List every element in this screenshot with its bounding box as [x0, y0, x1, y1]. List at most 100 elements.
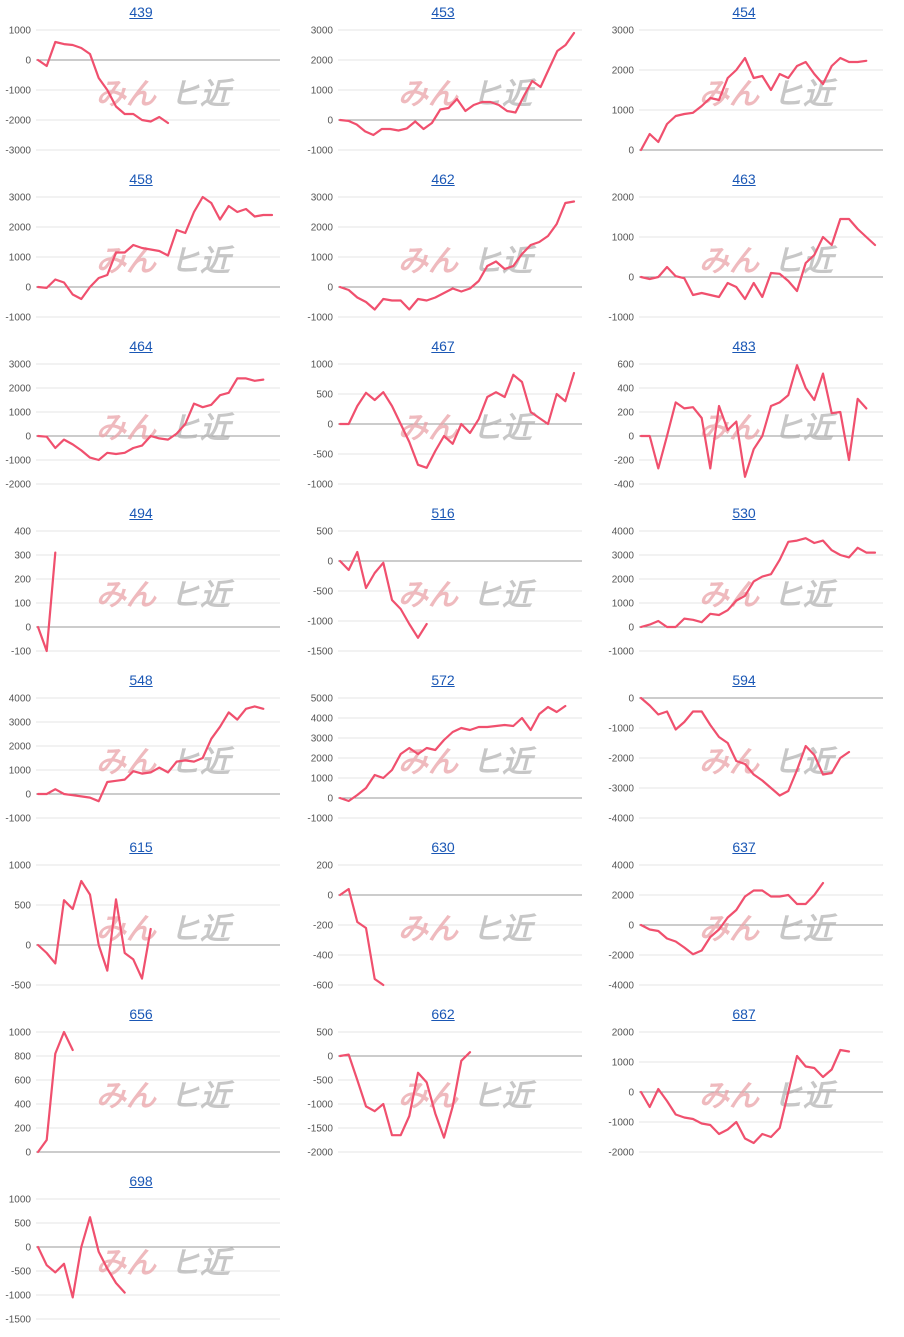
- svg-text:みん: みん: [699, 912, 760, 947]
- chart-title-link[interactable]: 467: [431, 338, 455, 354]
- watermark-logo: みん ヒ近: [699, 912, 838, 947]
- y-tick-label: 0: [327, 794, 333, 805]
- chart-title-link[interactable]: 462: [431, 171, 455, 187]
- chart-title-link[interactable]: 698: [129, 1173, 153, 1189]
- y-tick-label: 1000: [9, 861, 32, 872]
- line-chart: 600 400 200 0 -200 -400 みん ヒ近: [614, 360, 883, 491]
- svg-text:みん: みん: [96, 578, 157, 613]
- series-line: [36, 1030, 74, 1154]
- svg-text:みん: みん: [96, 1079, 157, 1114]
- y-tick-label: -500: [313, 1076, 333, 1087]
- chart-title-link[interactable]: 548: [129, 672, 153, 688]
- series-line: [36, 377, 265, 462]
- chart-panel-454: 454 3000 2000 1000 0 みん ヒ近: [603, 4, 885, 164]
- line-chart: 200 0 -200 -400 -600 みん ヒ近: [313, 861, 582, 992]
- chart-panel-630: 630 200 0 -200 -400 -600 みん ヒ近: [302, 839, 584, 999]
- svg-text:ヒ近: ヒ近: [773, 411, 838, 446]
- y-tick-label: 2000: [311, 223, 334, 234]
- line-chart: 500 0 -500 -1000 -1500 みん ヒ近: [307, 527, 582, 658]
- chart-title-link[interactable]: 483: [732, 338, 756, 354]
- chart-title-link[interactable]: 687: [732, 1006, 756, 1022]
- watermark-logo: みん ヒ近: [96, 578, 235, 613]
- watermark-logo: みん ヒ近: [699, 411, 838, 446]
- chart-panel-494: 494 400 300 200 100 0 -100 みん ヒ近: [0, 505, 282, 665]
- watermark-logo: みん ヒ近: [96, 244, 235, 279]
- series-line: [338, 887, 385, 987]
- y-tick-label: -1000: [307, 146, 333, 157]
- chart-title-link[interactable]: 572: [431, 672, 455, 688]
- y-tick-label: 400: [617, 384, 634, 395]
- svg-text:みん: みん: [96, 912, 157, 947]
- chart-title-link[interactable]: 439: [129, 4, 153, 20]
- svg-text:ヒ近: ヒ近: [773, 745, 838, 780]
- chart-title-link[interactable]: 494: [129, 505, 153, 521]
- svg-text:ヒ近: ヒ近: [773, 1079, 838, 1114]
- y-tick-label: 1000: [612, 106, 635, 117]
- y-tick-label: 1000: [311, 253, 334, 264]
- chart-title-link[interactable]: 530: [732, 505, 756, 521]
- y-tick-label: 2000: [9, 223, 32, 234]
- chart-title-link[interactable]: 453: [431, 4, 455, 20]
- y-tick-label: -1000: [608, 1118, 634, 1129]
- y-tick-label: 1000: [9, 253, 32, 264]
- chart-panel-637: 637 4000 2000 0 -2000 -4000 みん ヒ近: [603, 839, 885, 999]
- y-tick-label: 400: [14, 1100, 31, 1111]
- line-chart: 4000 3000 2000 1000 0 -1000 みん ヒ近: [5, 694, 280, 825]
- y-tick-label: 0: [628, 1088, 634, 1099]
- chart-title-link[interactable]: 662: [431, 1006, 455, 1022]
- chart-panel-464: 464 3000 2000 1000 0 -1000 -2000 みん ヒ近: [0, 338, 282, 498]
- y-tick-label: 400: [14, 527, 31, 538]
- watermark-logo: みん ヒ近: [96, 745, 235, 780]
- y-tick-label: 200: [14, 1124, 31, 1135]
- watermark-logo: みん ヒ近: [398, 1079, 537, 1114]
- y-tick-label: 3000: [311, 193, 334, 204]
- svg-text:ヒ近: ヒ近: [773, 77, 838, 112]
- y-tick-label: 500: [14, 1219, 31, 1230]
- chart-panel-530: 530 4000 3000 2000 1000 0 -1000 みん ヒ近: [603, 505, 885, 665]
- y-tick-label: 0: [25, 432, 31, 443]
- y-tick-label: 2000: [612, 891, 635, 902]
- line-chart: 0 -1000 -2000 -3000 -4000 みん ヒ近: [608, 694, 883, 825]
- y-tick-label: 500: [14, 901, 31, 912]
- y-tick-label: -1000: [608, 313, 634, 324]
- y-tick-label: 2000: [612, 1028, 635, 1039]
- series-line: [36, 1216, 126, 1299]
- svg-text:ヒ近: ヒ近: [170, 1079, 235, 1114]
- series-line: [639, 364, 868, 478]
- series-line: [36, 705, 265, 803]
- line-chart: 400 300 200 100 0 -100 みん ヒ近: [11, 527, 280, 658]
- y-tick-label: 0: [628, 623, 634, 634]
- y-tick-label: 1000: [9, 1195, 32, 1206]
- svg-text:ヒ近: ヒ近: [773, 912, 838, 947]
- chart-title-link[interactable]: 464: [129, 338, 153, 354]
- y-tick-label: 2000: [612, 193, 635, 204]
- chart-title-link[interactable]: 594: [732, 672, 756, 688]
- series-line: [36, 551, 57, 653]
- y-tick-label: -500: [11, 981, 31, 992]
- y-tick-label: -1000: [5, 1291, 31, 1302]
- y-tick-label: 800: [14, 1052, 31, 1063]
- y-tick-label: 5000: [311, 694, 334, 705]
- y-tick-label: 0: [25, 790, 31, 801]
- chart-title-link[interactable]: 516: [431, 505, 455, 521]
- chart-title-link[interactable]: 458: [129, 171, 153, 187]
- y-tick-label: -1000: [5, 456, 31, 467]
- watermark-logo: みん ヒ近: [398, 411, 537, 446]
- chart-title-link[interactable]: 656: [129, 1006, 153, 1022]
- chart-title-link[interactable]: 463: [732, 171, 756, 187]
- chart-title-link[interactable]: 637: [732, 839, 756, 855]
- y-tick-label: 3000: [9, 360, 32, 371]
- chart-title-link[interactable]: 615: [129, 839, 153, 855]
- y-tick-label: 2000: [612, 66, 635, 77]
- chart-panel-615: 615 1000 500 0 -500 みん ヒ近: [0, 839, 282, 999]
- chart-panel-548: 548 4000 3000 2000 1000 0 -1000 みん ヒ近: [0, 672, 282, 832]
- line-chart: 4000 3000 2000 1000 0 -1000 みん ヒ近: [608, 527, 883, 658]
- chart-panel-463: 463 2000 1000 0 -1000 みん ヒ近: [603, 171, 885, 331]
- chart-title-link[interactable]: 630: [431, 839, 455, 855]
- series-line: [338, 371, 576, 469]
- svg-text:ヒ近: ヒ近: [170, 411, 235, 446]
- chart-title-link[interactable]: 454: [732, 4, 756, 20]
